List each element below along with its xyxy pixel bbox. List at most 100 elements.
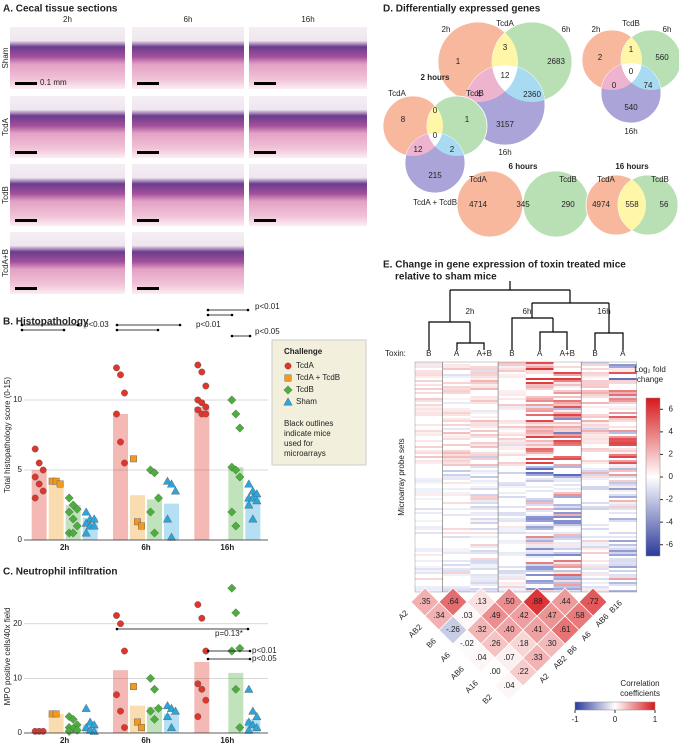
venn-count: 0 [612,81,617,90]
point [227,507,237,517]
point [121,459,128,467]
point [166,479,177,488]
point [85,717,95,726]
heatmap-stripe [525,500,554,502]
heatmap-stripe [498,588,526,590]
heatmap-stripe [608,378,637,380]
heatmap-stripe [608,468,637,470]
heatmap-stripe [470,564,499,566]
column-label: A [620,349,626,358]
heatmap-stripe [553,588,582,590]
heatmap-stripe [470,454,499,456]
heatmap-stripe [581,568,609,570]
heatmap-stripe [553,386,582,388]
bracket-end [246,627,250,631]
heatmap-stripe [525,440,554,442]
heatmap-stripe [608,520,637,522]
heatmap-stripe [498,370,526,372]
correlation-value: .50 [503,597,515,606]
heatmap-stripe [498,566,526,568]
heatmap-stripe [415,424,443,426]
correlation-value: .61 [559,625,571,634]
heatmap-stripe [415,490,443,492]
correlation-value: .64 [447,597,459,606]
bracket-end [248,334,252,338]
heatmap-stripe [553,414,582,416]
heatmap-stripe [442,382,471,384]
heatmap-stripe [608,560,637,562]
annotation: p<0.01 [252,646,277,655]
heatmap-stripe [470,402,499,404]
point [113,612,120,619]
heatmap-stripe [442,418,471,420]
heatmap-stripe [442,388,471,390]
heatmap-stripe [608,456,637,458]
heatmap-stripe [525,414,554,416]
correlation-value: .13 [475,597,487,606]
heatmap-stripe [415,408,443,410]
heatmap-stripe [470,560,499,562]
point [166,532,177,541]
heatmap-stripe [553,474,582,476]
heatmap-stripe [525,516,554,518]
heatmap-stripe [608,532,637,534]
heatmap-stripe [415,406,443,408]
column-label: A+B [477,349,492,358]
heatmap-stripe [553,416,582,418]
heatmap-stripe [553,412,582,414]
row-label: TcdB [1,186,10,204]
heatmap-stripe [442,460,471,462]
heatmap-stripe [608,482,637,484]
x-tick-label: 16h [220,543,234,552]
heatmap-stripe [608,476,637,478]
heatmap-stripe [442,414,471,416]
heatmap-stripe [581,414,609,416]
point [244,725,254,734]
venn-count: 4714 [469,200,487,209]
heatmap-stripe [442,434,471,436]
heatmap-stripe [442,450,471,452]
heatmap-stripe [553,374,582,376]
heatmap-stripe [581,462,609,464]
heatmap-stripe [553,506,582,508]
correlation-value: .58 [573,611,585,620]
venn-region [427,133,465,156]
heatmap-stripe [525,428,554,430]
correlation-value: .26 [489,639,501,648]
heatmap-stripe [608,408,637,410]
point [113,364,120,372]
heatmap-stripe [415,588,443,590]
heatmap-stripe [525,490,554,492]
correlation-value: .40 [503,625,515,634]
heatmap-stripe [553,466,582,468]
tissue-image [132,232,244,294]
bar [48,713,64,733]
heatmap-stripe [470,562,499,564]
dendrogram [428,281,624,350]
heatmap-stripe [442,470,471,472]
bracket-end [156,328,160,332]
heatmap-stripe [608,480,637,482]
heatmap-stripe [442,514,471,516]
heatmap-stripe [608,536,637,538]
heatmap-stripe [415,450,443,452]
heatmap-stripe [415,392,443,394]
heatmap-stripe [553,534,582,536]
heatmap-stripe [470,400,499,402]
correlation-value: .49 [489,611,501,620]
bracket-end [115,323,119,327]
venn-overlap [621,63,661,90]
heatmap-stripe [498,574,526,576]
heatmap-stripe [415,364,443,366]
heatmap-stripe [415,512,443,514]
heatmap-stripe [553,562,582,564]
heatmap-stripe [608,452,637,454]
heatmap-stripe [498,584,526,586]
point [72,521,82,531]
correlation-value: .32 [475,625,487,634]
heatmap-stripe [525,518,554,520]
heatmap-stripe [470,456,499,458]
heatmap-stripe [442,476,471,478]
heatmap-stripe [525,408,554,410]
heatmap-stripe [553,458,582,460]
